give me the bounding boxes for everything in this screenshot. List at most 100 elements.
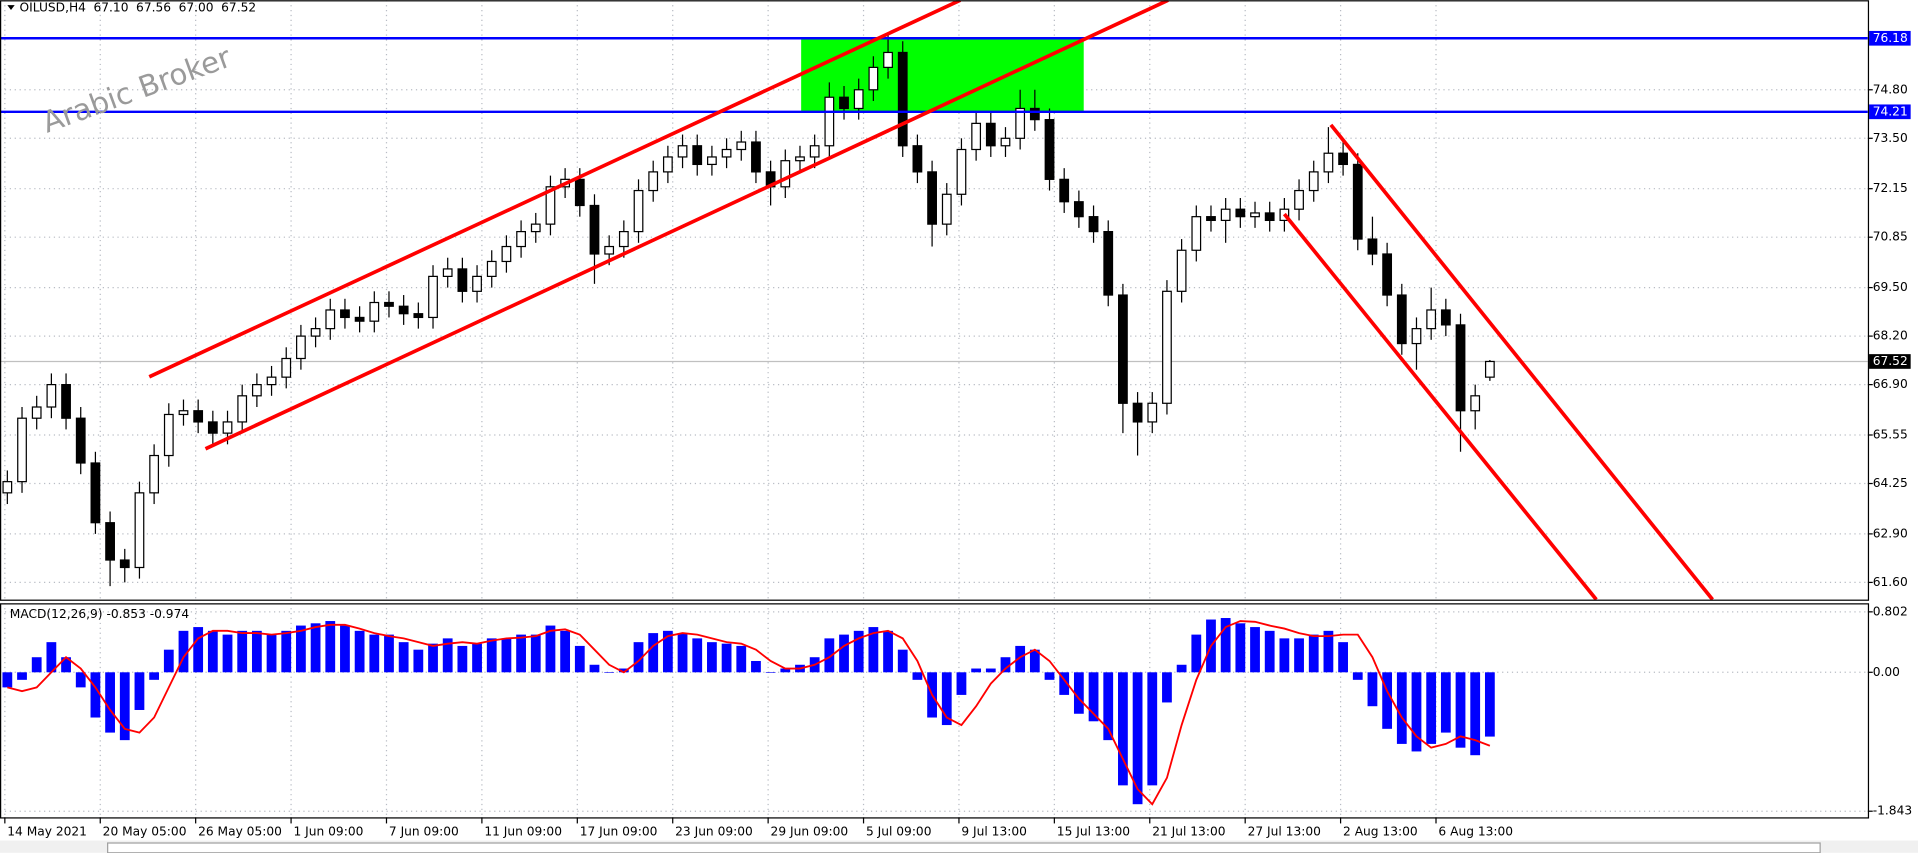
candle-body [1440, 309, 1451, 326]
macd-bar [119, 672, 130, 741]
macd-bar [1147, 672, 1158, 786]
candle-body [501, 245, 512, 263]
macd-bar [428, 643, 438, 673]
candle-body [1191, 216, 1202, 251]
x-tick-label: 11 Jun 09:00 [484, 824, 562, 838]
candle-body [956, 148, 967, 195]
macd-bar [413, 649, 424, 673]
macd-bar [501, 638, 512, 673]
macd-bar [90, 672, 101, 718]
candle-body [266, 376, 277, 386]
candle-body [457, 268, 468, 292]
macd-bar [1044, 672, 1055, 680]
x-tick-label: 29 Jun 09:00 [771, 824, 849, 838]
candle-body [809, 145, 820, 158]
macd-bar [1294, 638, 1304, 673]
macd-bar [207, 630, 218, 673]
macd-bar [574, 645, 585, 673]
menu-arrow[interactable] [7, 5, 15, 10]
candle-body [1059, 178, 1070, 203]
macd-bar [1338, 642, 1348, 673]
macd-bar [1426, 672, 1437, 744]
macd-bar [193, 627, 204, 673]
candle-body [927, 171, 937, 225]
y-tick-label: 72.15 [1873, 181, 1908, 195]
macd-bar [530, 634, 541, 673]
candle-body [1396, 294, 1407, 345]
trend-line [148, 0, 962, 379]
candle-body [662, 156, 673, 173]
macd-bar [1264, 630, 1275, 673]
macd-bar [486, 638, 497, 673]
candle-body [1103, 230, 1114, 296]
candle-body [413, 313, 424, 319]
x-tick-label: 14 May 2021 [7, 824, 87, 838]
y-tick-label: -1.843 [1873, 804, 1912, 818]
macd-bar [354, 630, 365, 673]
current-price-label: 67.52 [1873, 354, 1908, 368]
y-tick-label: 68.20 [1873, 329, 1908, 343]
candle-body [1323, 152, 1334, 173]
candle-body [398, 305, 409, 315]
candle-body [721, 148, 732, 158]
macd-bar [1132, 672, 1143, 805]
signal-line [7, 620, 1491, 806]
candle-body [354, 316, 365, 322]
macd-bar [1411, 672, 1422, 752]
macd-bar [251, 630, 262, 673]
candle-body [75, 417, 86, 464]
candle-body [1000, 137, 1011, 147]
candle-body [1176, 249, 1187, 292]
x-tick-label: 7 Jun 09:00 [389, 824, 459, 838]
candle-body [31, 406, 42, 419]
candle-body [296, 335, 306, 360]
x-tick-label: 17 Jun 09:00 [580, 824, 658, 838]
x-tick-label: 9 Jul 13:00 [961, 824, 1026, 838]
y-tick-label: 0.00 [1873, 665, 1900, 679]
candle-body [1235, 208, 1246, 218]
macd-bar [149, 672, 160, 680]
scroll-tab[interactable] [107, 842, 1821, 853]
macd-bar [237, 630, 248, 673]
macd-bar [560, 630, 571, 673]
macd-bar [325, 621, 336, 673]
y-tick-label: 61.60 [1873, 575, 1908, 589]
candle-body [472, 275, 482, 292]
macd-bar [1484, 672, 1495, 737]
candle-body [736, 141, 747, 151]
x-tick-label: 5 Jul 09:00 [866, 824, 932, 838]
macd-bar [765, 672, 776, 673]
candle-body [163, 413, 174, 457]
candle-body [1294, 189, 1304, 210]
y-tick-label: 64.25 [1873, 476, 1908, 490]
macd-bar [61, 657, 71, 673]
macd-bar [971, 668, 982, 673]
candle-body [604, 245, 615, 255]
macd-bar [839, 634, 849, 673]
candle-body [1264, 212, 1275, 222]
candle-body [1470, 395, 1481, 412]
macd-bar [1382, 672, 1393, 729]
plot-area [0, 0, 1868, 600]
candle-body [237, 395, 248, 423]
macd-bar [707, 642, 717, 673]
y-tick-label: 0.802 [1873, 604, 1908, 618]
candle-body [442, 268, 453, 277]
y-tick-label: 74.80 [1873, 82, 1908, 96]
candle-body [1206, 216, 1216, 222]
macd-bar [662, 630, 673, 673]
trend-line [1282, 212, 1598, 600]
current-price-box [1869, 354, 1911, 369]
x-tick-label: 21 Jul 13:00 [1152, 824, 1225, 838]
macd-bar [46, 642, 57, 673]
candle-body [134, 492, 145, 569]
macd-bar [1367, 672, 1378, 707]
macd-bar [17, 672, 27, 680]
candle-body [1484, 360, 1495, 378]
macd-bar [1220, 618, 1231, 673]
candle-body [1382, 253, 1393, 296]
macd-bar [384, 634, 394, 673]
candle-body [618, 230, 629, 248]
macd-frame [0, 603, 1870, 819]
